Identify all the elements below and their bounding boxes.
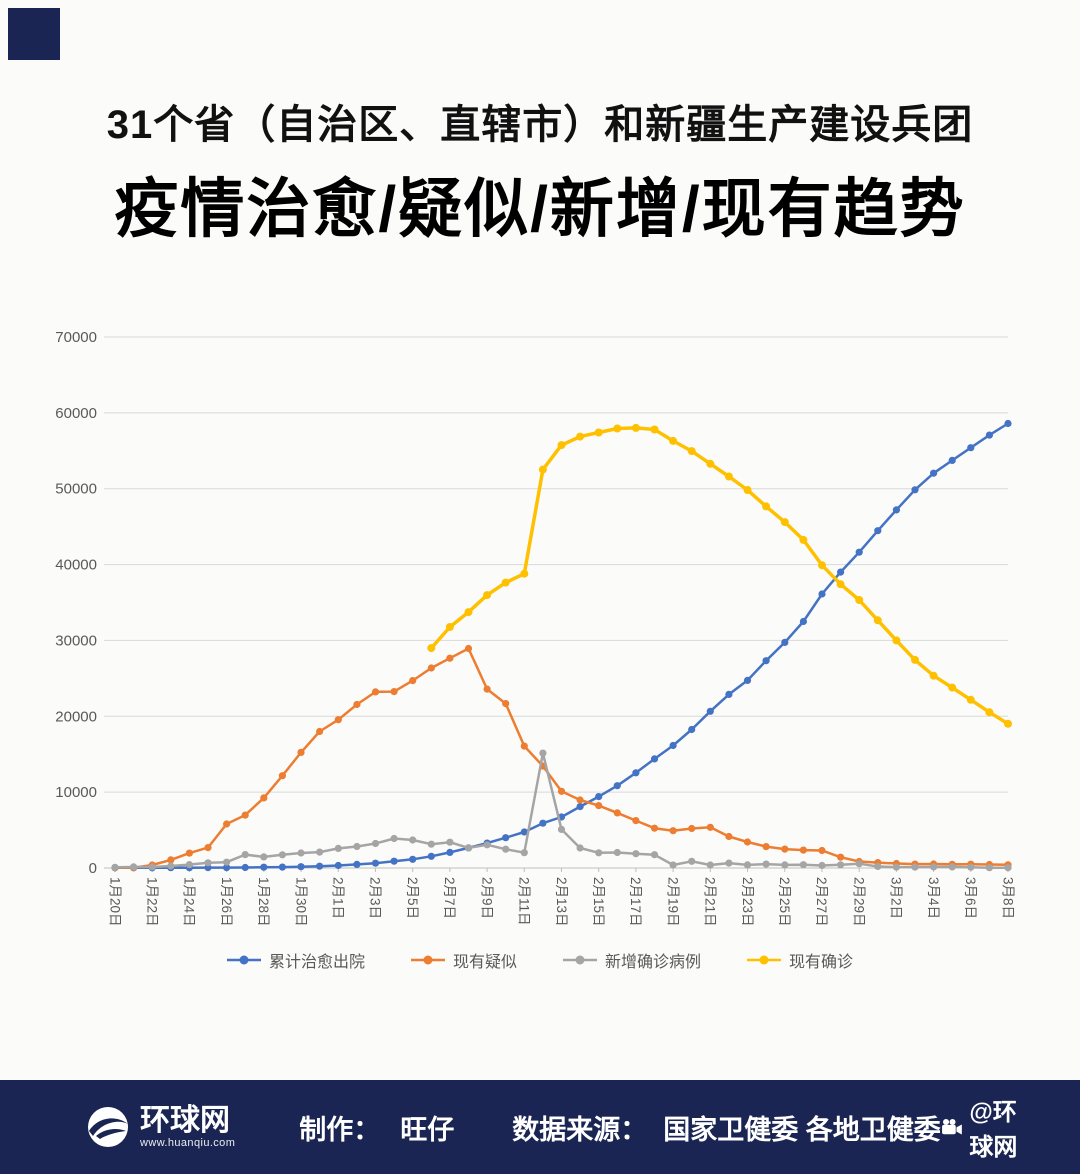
source-value: 国家卫健委 各地卫健委 (663, 1114, 941, 1145)
svg-text:2月11日: 2月11日 (517, 877, 532, 926)
series-suspected (111, 644, 1012, 872)
svg-text:1月28日: 1月28日 (256, 877, 271, 927)
video-camera-icon (941, 1118, 962, 1135)
svg-text:30000: 30000 (55, 632, 97, 649)
source-text: 数据来源： 国家卫健委 各地卫健委 (512, 1108, 941, 1147)
svg-text:3月6日: 3月6日 (963, 877, 978, 919)
svg-text:1月26日: 1月26日 (219, 877, 234, 927)
legend-item-suspected: 现有疑似 (410, 948, 517, 972)
svg-text:2月13日: 2月13日 (554, 877, 569, 927)
chart-legend: 累计治愈出院 现有疑似 新增确诊病例 现有确诊 (0, 948, 1080, 972)
credit-value: 旺仔 (400, 1114, 455, 1145)
series-existing-confirmed (427, 423, 1012, 728)
svg-text:3月4日: 3月4日 (926, 877, 941, 919)
source-label: 数据来源： (512, 1114, 648, 1145)
svg-text:2月27日: 2月27日 (814, 877, 829, 927)
title-line-1: 31个省（自治区、直辖市）和新疆生产建设兵团 (106, 103, 974, 147)
watermark-text: @环球网 (969, 1099, 1018, 1161)
legend-marker-icon (563, 955, 597, 965)
credit-label: 制作： (299, 1114, 381, 1145)
legend-item-existing-confirmed: 现有确诊 (747, 948, 853, 972)
svg-text:2月21日: 2月21日 (703, 877, 718, 927)
svg-text:0: 0 (89, 860, 97, 877)
globe-swoosh-icon (88, 1107, 128, 1147)
svg-text:2月5日: 2月5日 (405, 877, 420, 919)
legend-marker-icon (226, 955, 261, 965)
legend-label: 现有疑似 (452, 954, 517, 971)
svg-text:60000: 60000 (55, 405, 97, 422)
title-line-2: 疫情治愈/疑似/新增/现有趋势 (114, 173, 966, 245)
svg-text:2月19日: 2月19日 (665, 877, 680, 927)
svg-text:1月24日: 1月24日 (182, 877, 197, 927)
logo-site-url: www.huanqiu.com (140, 1136, 236, 1149)
svg-text:2月25日: 2月25日 (777, 877, 792, 927)
footer-bar: 环球网 www.huanqiu.com 制作： 旺仔 数据来源： 国家卫健委 各地卫… (0, 1080, 1080, 1174)
trend-line-chart: 0 10000 20000 30000 40000 50000 60000 70000 1月20… (55, 329, 1015, 927)
svg-text:1月22日: 1月22日 (144, 877, 159, 927)
svg-text:1月20日: 1月20日 (107, 877, 122, 927)
logo-text-block: 环球网 www.huanqiu.com (140, 1105, 235, 1149)
svg-text:40000: 40000 (55, 557, 97, 574)
svg-text:20000: 20000 (55, 708, 97, 725)
svg-text:2月9日: 2月9日 (479, 877, 494, 919)
legend-item-cured: 累计治愈出院 (226, 948, 365, 972)
weibo-watermark: @环球网 (941, 1092, 1038, 1162)
svg-text:70000: 70000 (55, 329, 97, 346)
svg-text:2月17日: 2月17日 (628, 877, 643, 927)
legend-label: 累计治愈出院 (268, 954, 365, 971)
svg-text:3月8日: 3月8日 (1000, 877, 1015, 919)
series-new-confirmed (111, 749, 1012, 872)
svg-text:2月29日: 2月29日 (851, 877, 866, 927)
legend-item-new-confirmed: 新增确诊病例 (563, 948, 701, 972)
legend-marker-icon (410, 955, 445, 965)
legend-label: 现有确诊 (789, 954, 854, 971)
credit-text: 制作： 旺仔 (299, 1108, 454, 1147)
svg-text:10000: 10000 (55, 784, 97, 801)
svg-text:2月1日: 2月1日 (331, 877, 346, 919)
huanqiu-logo: 环球网 www.huanqiu.com (86, 1105, 235, 1149)
legend-label: 新增确诊病例 (605, 954, 702, 971)
legend-marker-icon (747, 955, 782, 965)
series-cured (111, 419, 1012, 872)
svg-text:2月23日: 2月23日 (740, 877, 755, 927)
svg-text:3月2日: 3月2日 (889, 877, 904, 919)
logo-site-name: 环球网 (140, 1104, 230, 1138)
svg-text:2月7日: 2月7日 (442, 877, 457, 919)
svg-text:2月3日: 2月3日 (368, 877, 383, 919)
svg-text:2月15日: 2月15日 (591, 877, 606, 927)
svg-text:50000: 50000 (55, 481, 97, 498)
svg-text:1月30日: 1月30日 (293, 877, 308, 927)
corner-decoration (8, 8, 60, 60)
